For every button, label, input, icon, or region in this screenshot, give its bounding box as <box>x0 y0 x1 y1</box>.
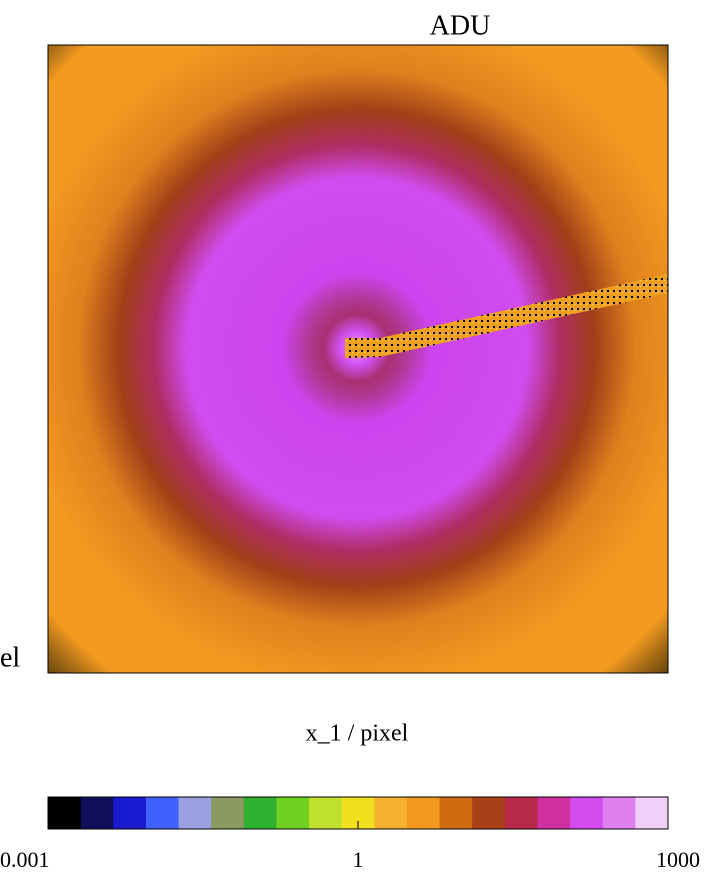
colorbar-swatch <box>113 797 147 829</box>
colorbar-tick-label: 1000 <box>656 847 700 872</box>
y-axis-label: el <box>0 642 20 673</box>
colorbar-swatch <box>439 797 473 829</box>
colorbar-swatch <box>80 797 114 829</box>
frame <box>47 44 669 674</box>
colorbar-swatch <box>374 797 408 829</box>
corner-noise <box>48 45 668 673</box>
colorbar-swatch <box>406 797 441 829</box>
colorbar-swatch <box>472 797 506 829</box>
detector-image <box>47 44 669 674</box>
colorbar-swatch <box>570 797 604 829</box>
colorbar-swatch <box>635 797 669 829</box>
beamstop <box>345 274 668 358</box>
title: ADU <box>430 10 491 41</box>
colorbar-swatch <box>276 797 310 829</box>
colorbar-swatch <box>243 797 277 829</box>
colorbar: 0.001 1 1000 <box>0 796 700 872</box>
colorbar-swatch <box>145 797 180 829</box>
colorbar-swatch <box>211 797 245 829</box>
colorbar-swatch <box>602 797 636 829</box>
colorbar-swatch <box>309 797 343 829</box>
x-axis-label: x_1 / pixel <box>306 721 409 747</box>
colorbar-swatch <box>178 797 212 829</box>
colorbar-tick-label: 0.001 <box>0 847 50 872</box>
colorbar-swatch <box>48 797 82 829</box>
colorbar-swatch <box>537 797 571 829</box>
colorbar-swatch <box>504 797 538 829</box>
colorbar-tick-label: 1 <box>353 847 364 872</box>
